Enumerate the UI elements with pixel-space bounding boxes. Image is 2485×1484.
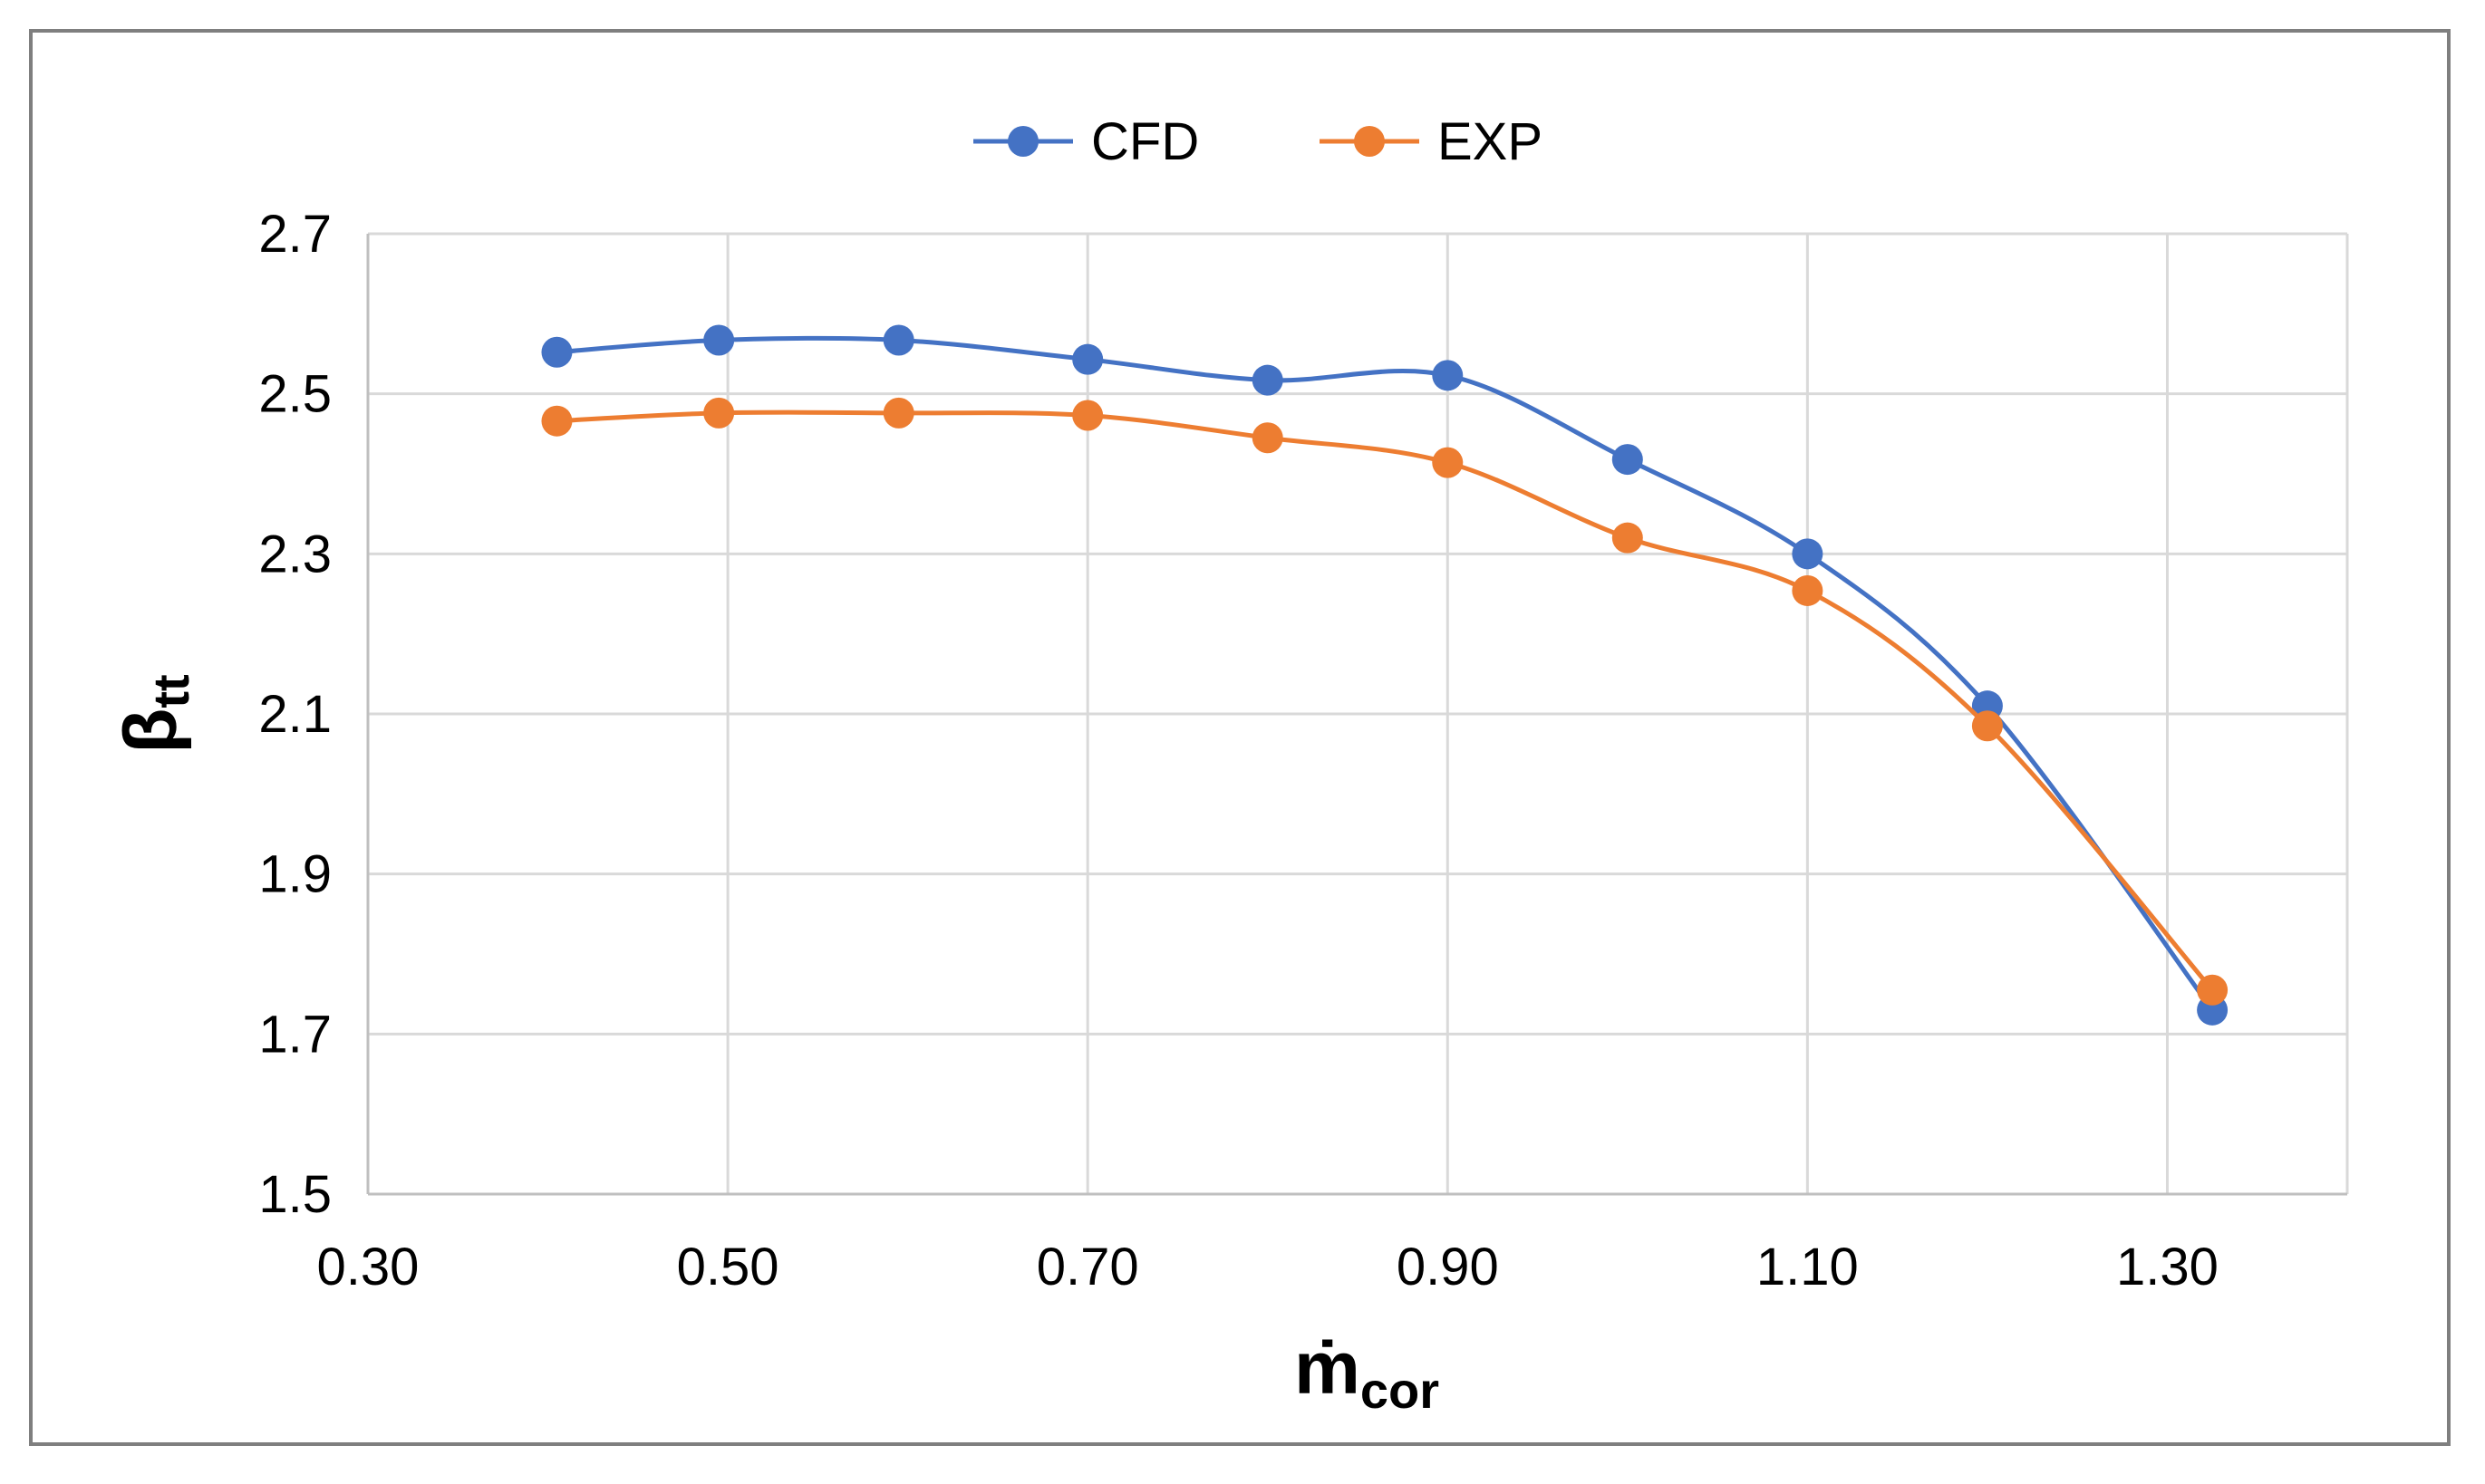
exp-point <box>2197 974 2229 1006</box>
y-tick-label: 1.9 <box>258 845 332 904</box>
y-tick-label: 2.5 <box>258 365 332 424</box>
x-tick-label: 0.90 <box>1397 1238 1499 1296</box>
line-chart: 2.7 2.5 2.3 2.1 1.9 1.7 1.5 0.30 0.50 0.70 0.90 1.1… <box>110 112 2349 1419</box>
grid <box>368 232 2349 1194</box>
exp-line <box>556 410 2214 992</box>
y-axis-title: βtt <box>110 674 199 753</box>
x-tick-label: 0.30 <box>317 1238 420 1296</box>
cfd-point <box>703 324 735 356</box>
y-tick-label: 2.1 <box>258 685 332 744</box>
cfd-point <box>1432 360 1464 391</box>
x-axis-title: ṁcor <box>1294 1327 1439 1419</box>
x-tick-label: 1.30 <box>2116 1238 2219 1296</box>
legend-label-exp: EXP <box>1437 112 1542 171</box>
legend-swatch-marker <box>1354 126 1385 157</box>
x-axis-title-sub: cor <box>1360 1362 1439 1419</box>
axes: 2.7 2.5 2.3 2.1 1.9 1.7 1.5 0.30 0.50 0.70 0.90 1.1… <box>258 205 2347 1296</box>
exp-point <box>1072 400 1104 431</box>
exp-point <box>1792 574 1823 606</box>
y-tick-label: 1.5 <box>258 1165 332 1224</box>
y-tick-label: 2.3 <box>258 525 332 583</box>
series <box>541 324 2229 1026</box>
x-tick-label: 0.70 <box>1037 1238 1139 1296</box>
cfd-line <box>556 335 2215 1012</box>
cfd-point <box>1792 538 1823 570</box>
cfd-point <box>1072 343 1104 375</box>
cfd-point <box>1611 444 1643 476</box>
legend-label-cfd: CFD <box>1091 112 1199 171</box>
exp-point <box>1611 522 1643 554</box>
legend-swatch-marker <box>1008 126 1039 157</box>
legend: CFD EXP <box>973 112 1542 171</box>
y-axis-title-main: β <box>110 708 192 754</box>
exp-point <box>1252 422 1283 454</box>
x-tick-label: 1.10 <box>1756 1238 1859 1296</box>
legend-item-exp: EXP <box>1320 112 1542 171</box>
exp-point <box>541 405 573 437</box>
cfd-point <box>883 324 914 356</box>
exp-point <box>883 397 914 429</box>
chart-frame: 2.7 2.5 2.3 2.1 1.9 1.7 1.5 0.30 0.50 0.70 0.90 1.1… <box>29 29 2451 1446</box>
x-axis-title-main: ṁ <box>1294 1327 1360 1410</box>
exp-point <box>1432 447 1464 478</box>
exp-point <box>703 397 735 429</box>
exp-series <box>541 397 2229 1006</box>
cfd-series <box>541 324 2229 1026</box>
y-tick-label: 1.7 <box>258 1005 332 1064</box>
cfd-point <box>541 336 573 368</box>
cfd-point <box>1252 364 1283 396</box>
y-axis-title-sub: tt <box>142 674 199 708</box>
axis-titles: βtt ṁcor <box>110 674 1439 1419</box>
exp-point <box>1971 710 2003 742</box>
x-tick-label: 0.50 <box>677 1238 779 1296</box>
legend-item-cfd: CFD <box>973 112 1199 171</box>
y-tick-label: 2.7 <box>258 205 332 264</box>
